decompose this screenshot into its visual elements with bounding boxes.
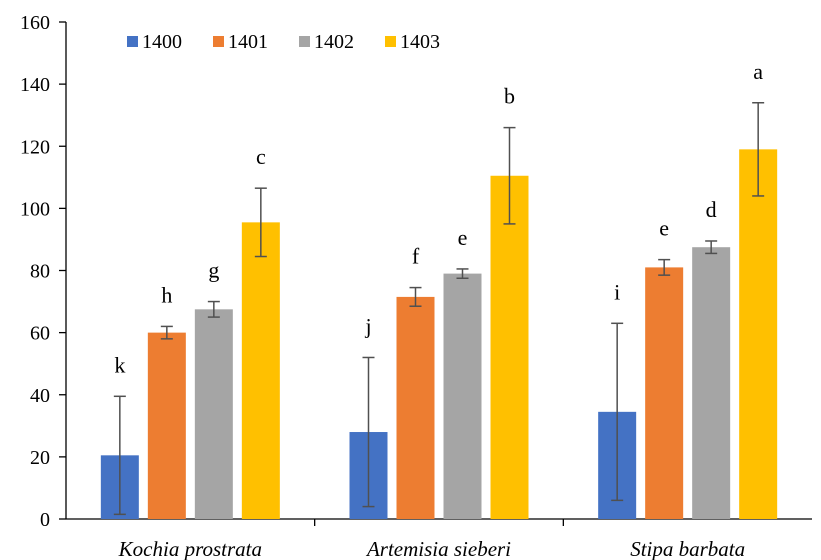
significance-letter: k bbox=[114, 352, 125, 377]
error-bars bbox=[113, 102, 765, 516]
y-tick-label: 160 bbox=[20, 12, 50, 34]
significance-letter: g bbox=[208, 258, 219, 283]
legend-label: 1403 bbox=[400, 31, 440, 53]
significance-letter: d bbox=[706, 197, 717, 222]
legend-label: 1402 bbox=[314, 31, 354, 53]
bar bbox=[241, 222, 280, 519]
y-tick-label: 20 bbox=[30, 447, 50, 469]
y-tick-label: 40 bbox=[30, 385, 50, 407]
significance-letter: b bbox=[504, 84, 515, 109]
bars bbox=[100, 149, 778, 519]
y-tick-label: 120 bbox=[20, 136, 50, 158]
significance-letter: a bbox=[753, 59, 763, 84]
y-tick-label: 80 bbox=[30, 261, 50, 283]
significance-labels: k h g c j f e b i e d a bbox=[114, 59, 763, 378]
significance-letter: f bbox=[412, 244, 420, 269]
significance-letter: j bbox=[364, 313, 371, 338]
bar bbox=[692, 247, 731, 519]
bar bbox=[396, 296, 435, 519]
x-category-label: Kochia prostrata bbox=[118, 537, 262, 560]
y-tick-label: 100 bbox=[20, 198, 50, 220]
bar bbox=[443, 273, 482, 519]
significance-letter: e bbox=[659, 216, 669, 241]
bar bbox=[739, 149, 778, 519]
bar bbox=[645, 267, 684, 519]
x-category-label: Stipa barbata bbox=[630, 537, 745, 560]
significance-letter: c bbox=[256, 144, 266, 169]
bar bbox=[194, 309, 233, 519]
y-tick-label: 0 bbox=[40, 509, 50, 531]
significance-letter: i bbox=[614, 279, 620, 304]
significance-letter: h bbox=[161, 282, 172, 307]
legend-swatch bbox=[299, 36, 310, 47]
legend-swatch bbox=[127, 36, 138, 47]
legend-swatch bbox=[385, 36, 396, 47]
y-tick-label: 60 bbox=[30, 323, 50, 345]
legend-label: 1401 bbox=[228, 31, 268, 53]
y-tick-label: 140 bbox=[20, 74, 50, 96]
bar bbox=[147, 332, 186, 519]
legend-swatch bbox=[213, 36, 224, 47]
significance-letter: e bbox=[458, 225, 468, 250]
legend: 1400 1401 1402 1403 bbox=[127, 31, 440, 53]
x-category-label: Artemisia sieberi bbox=[365, 537, 511, 560]
legend-label: 1400 bbox=[142, 31, 182, 53]
axes: 0 20 40 60 80 100 120 140 160 Kochia prostrata Art… bbox=[20, 12, 812, 560]
bar bbox=[490, 175, 529, 519]
